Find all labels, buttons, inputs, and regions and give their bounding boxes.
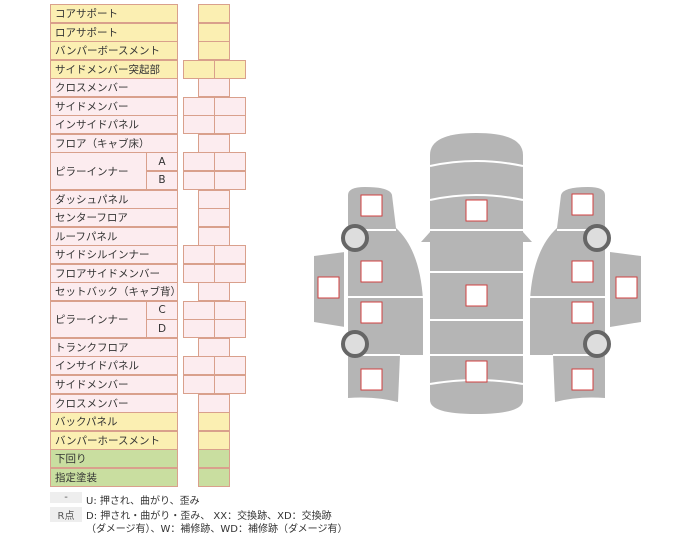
inspection-cell[interactable]: [198, 4, 230, 24]
car-top-view: [430, 133, 523, 414]
inspection-cell[interactable]: [198, 449, 230, 469]
inspection-cell[interactable]: [198, 430, 230, 450]
legend-key-r: R点: [50, 507, 82, 522]
inspection-cell[interactable]: [214, 356, 246, 376]
row-label: インサイドパネル: [50, 115, 178, 135]
inspection-cell[interactable]: [214, 375, 246, 395]
row-label: フロアサイドメンバー: [50, 263, 178, 283]
legend-key-dash: -: [50, 492, 82, 503]
inspection-cell[interactable]: [214, 59, 246, 79]
inspection-cell[interactable]: [214, 319, 246, 339]
wheel-icon: [583, 330, 611, 358]
damage-mark-box[interactable]: [571, 260, 594, 283]
damage-mark-box[interactable]: [360, 260, 383, 283]
damage-mark-box[interactable]: [360, 301, 383, 324]
inspection-cell[interactable]: [198, 282, 230, 302]
row-sublabel: C: [146, 300, 178, 320]
damage-mark-box[interactable]: [317, 276, 340, 299]
inspection-cell[interactable]: [198, 208, 230, 228]
mirror-right: [523, 232, 532, 242]
row-label: ダッシュパネル: [50, 189, 178, 209]
inspection-cell[interactable]: [214, 263, 246, 283]
wheel-icon: [341, 224, 369, 252]
wheel-icon: [341, 330, 369, 358]
damage-mark-box[interactable]: [571, 368, 594, 391]
damage-mark-box[interactable]: [615, 276, 638, 299]
mirror-left: [421, 232, 430, 242]
inspection-cell[interactable]: [214, 115, 246, 135]
inspection-cell[interactable]: [198, 467, 230, 487]
row-label: サイドメンバー: [50, 375, 178, 395]
row-label: 下回り: [50, 449, 178, 469]
damage-mark-box[interactable]: [360, 194, 383, 217]
inspection-cell[interactable]: [198, 78, 230, 98]
inspection-cell[interactable]: [214, 245, 246, 265]
inspection-cell[interactable]: [198, 41, 230, 61]
row-label: セットバック（キャブ背）: [50, 282, 181, 302]
row-label: クロスメンバー: [50, 393, 178, 413]
damage-mark-box[interactable]: [360, 368, 383, 391]
legend-text-d: D: 押され・曲がり・歪み、 XX：交換跡、XD：交換跡: [86, 511, 332, 522]
row-label: 指定塗装: [50, 467, 178, 487]
damage-mark-box[interactable]: [465, 199, 488, 222]
inspection-cell[interactable]: [198, 22, 230, 42]
row-label: フロア（キャブ床）: [50, 133, 178, 153]
inspection-cell[interactable]: [214, 300, 246, 320]
inspection-cell[interactable]: [214, 152, 246, 172]
row-label: サイドメンバー: [50, 96, 178, 116]
inspection-cell[interactable]: [198, 189, 230, 209]
row-label: バンパーホースメント: [50, 430, 178, 450]
inspection-cell[interactable]: [198, 393, 230, 413]
row-label: ロアサポート: [50, 22, 178, 42]
damage-mark-box[interactable]: [465, 360, 488, 383]
row-label: バンパーボースメント: [50, 41, 178, 61]
inspection-cell[interactable]: [198, 412, 230, 432]
row-sublabel: D: [146, 319, 178, 339]
legend-text-u: U: 押され、曲がり、歪み: [86, 496, 200, 507]
damage-mark-box[interactable]: [571, 193, 594, 216]
row-label: バックパネル: [50, 412, 178, 432]
row-sublabel: B: [146, 170, 178, 190]
inspection-cell[interactable]: [198, 133, 230, 153]
row-sublabel: A: [146, 152, 178, 172]
car-left-side: [348, 187, 423, 402]
row-label: コアサポート: [50, 4, 178, 24]
wheel-icon: [583, 224, 611, 252]
damage-mark-box[interactable]: [465, 284, 488, 307]
row-label: ルーフパネル: [50, 226, 178, 246]
inspection-cell[interactable]: [214, 170, 246, 190]
inspection-cell[interactable]: [198, 226, 230, 246]
row-label: インサイドパネル: [50, 356, 178, 376]
row-label: センターフロア: [50, 208, 178, 228]
row-label: サイドメンバー突起部: [50, 59, 178, 79]
row-label: サイドシルインナー: [50, 245, 178, 265]
row-label: クロスメンバー: [50, 78, 178, 98]
row-label: トランクフロア: [50, 337, 178, 357]
inspection-cell[interactable]: [198, 337, 230, 357]
legend-text-w: （ダメージ有）、W：補修跡、WD：補修跡（ダメージ有）: [86, 524, 348, 535]
inspection-cell[interactable]: [214, 96, 246, 116]
car-right-side: [530, 187, 605, 402]
damage-mark-box[interactable]: [571, 301, 594, 324]
